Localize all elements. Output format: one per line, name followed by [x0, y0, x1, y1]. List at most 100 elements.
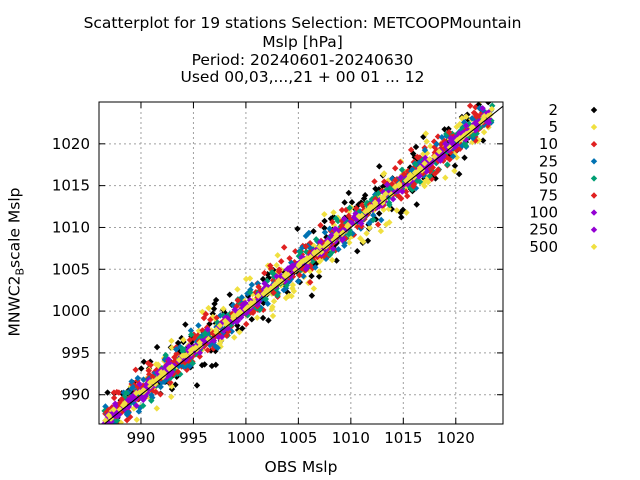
x-tick-label: 1010 [332, 429, 370, 447]
data-point [103, 424, 109, 430]
data-point [164, 361, 171, 368]
data-point [353, 205, 360, 212]
legend-marker [590, 106, 598, 114]
data-point [234, 286, 241, 293]
data-point [388, 205, 395, 213]
legend-label: 500 [529, 238, 558, 256]
data-point [480, 89, 486, 95]
data-point [453, 123, 460, 131]
data-point [421, 182, 428, 190]
data-point [331, 225, 339, 233]
data-point [165, 356, 172, 363]
data-point [153, 376, 160, 383]
data-point [259, 314, 267, 322]
data-point [167, 379, 174, 386]
data-point [435, 148, 443, 155]
data-point [294, 225, 301, 233]
data-point [363, 230, 370, 237]
data-point [332, 215, 340, 222]
data-point [308, 292, 316, 299]
data-point [450, 141, 458, 148]
data-point [377, 227, 385, 235]
data-point [479, 137, 487, 144]
data-point [180, 336, 187, 344]
data-point [488, 105, 496, 113]
data-point [111, 425, 117, 431]
data-point [148, 397, 155, 404]
data-point [182, 321, 189, 328]
data-point [157, 391, 164, 398]
data-point [345, 189, 352, 197]
data-point [177, 343, 184, 351]
data-point [310, 285, 318, 292]
data-point [212, 343, 220, 350]
data-point [124, 396, 132, 404]
data-point [242, 275, 250, 283]
data-point [210, 305, 218, 312]
data-point [368, 203, 375, 211]
data-point [315, 268, 323, 275]
data-point [314, 238, 321, 245]
x-tick-label: 1005 [279, 429, 317, 447]
data-point [166, 364, 173, 372]
data-point [194, 332, 202, 339]
data-point [168, 393, 175, 400]
legend-marker [590, 175, 598, 182]
data-point [329, 245, 337, 252]
data-point [280, 244, 288, 251]
data-point [396, 158, 404, 166]
data-point [222, 317, 229, 325]
data-point [108, 430, 114, 436]
x-tick-label: 995 [179, 429, 208, 447]
data-point [333, 257, 340, 264]
data-point [262, 295, 270, 303]
data-point [113, 388, 121, 396]
data-point [374, 221, 382, 228]
data-point [186, 362, 194, 370]
data-point [461, 154, 468, 161]
data-point [247, 300, 255, 307]
data-point [274, 252, 281, 259]
data-point [451, 167, 458, 175]
data-point [200, 314, 208, 322]
data-point [139, 402, 147, 409]
data-point [427, 143, 434, 150]
data-point [216, 322, 224, 329]
data-point [360, 195, 368, 202]
data-point [403, 209, 410, 216]
legend-label: 10 [539, 135, 558, 153]
data-point [113, 417, 121, 424]
data-point [376, 210, 383, 217]
data-point [421, 146, 429, 154]
data-point [447, 137, 454, 145]
data-point [473, 113, 480, 120]
data-point [346, 239, 353, 246]
data-point [341, 215, 348, 223]
data-point [192, 344, 199, 351]
data-point [462, 122, 470, 129]
data-point [132, 366, 139, 373]
data-point [128, 385, 135, 392]
data-point [345, 212, 352, 219]
data-point [375, 190, 382, 197]
data-point [193, 382, 201, 389]
data-point [270, 298, 278, 305]
chart-title-line-2: Mslp [hPa] [262, 33, 343, 51]
data-point [416, 164, 424, 172]
data-point [372, 200, 379, 208]
data-point [365, 207, 373, 215]
data-point [230, 302, 237, 309]
data-point [480, 128, 488, 136]
legend-label: 25 [539, 152, 558, 170]
data-point [424, 179, 432, 186]
data-point [153, 405, 161, 412]
data-point [386, 219, 393, 226]
data-point [174, 339, 182, 347]
y-tick-label: 1010 [52, 218, 90, 236]
data-point [321, 217, 328, 225]
data-point [104, 389, 111, 396]
data-point [162, 351, 169, 359]
data-point [110, 389, 118, 396]
diagonal-reference-line [103, 105, 503, 424]
